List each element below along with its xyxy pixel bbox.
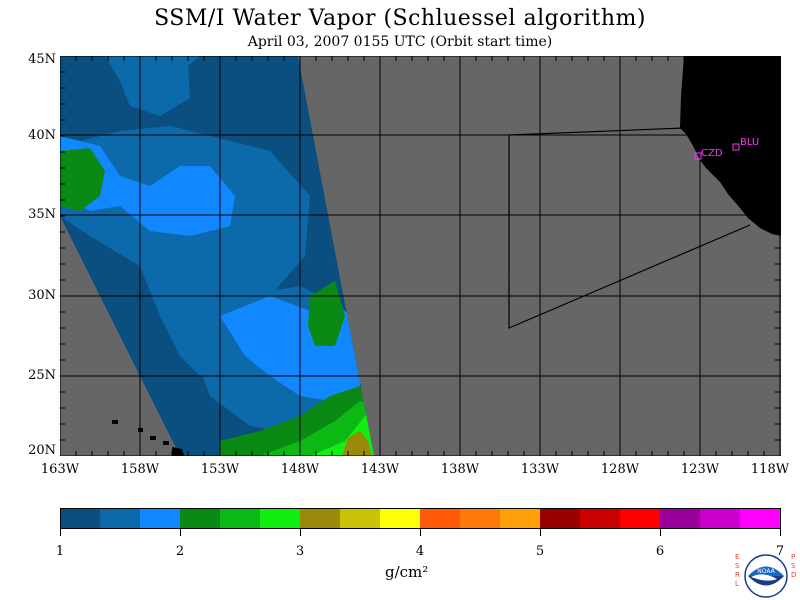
colorbar-ticks — [60, 528, 781, 536]
lon-label-143w: 143W — [360, 462, 400, 477]
lon-label-128w: 128W — [600, 462, 640, 477]
lat-label-30n: 30N — [28, 288, 56, 303]
lon-label-138w: 138W — [440, 462, 480, 477]
noaa-esrl-logo: ESRL NOAA PSD — [735, 553, 797, 599]
map-ticks — [60, 56, 781, 456]
map-subtitle: April 03, 2007 0155 UTC (Orbit start tim… — [247, 34, 553, 50]
station-czd: CZD — [694, 148, 723, 160]
colorbar-swatch — [60, 508, 101, 528]
colorbar-swatch — [660, 508, 701, 528]
lat-label-40n: 40N — [28, 128, 56, 143]
colorbar — [60, 508, 781, 536]
logo-right-text: PSD — [791, 553, 797, 579]
colorbar-swatch — [620, 508, 661, 528]
vapor-region-high-west — [60, 136, 235, 236]
lon-label-123w: 123W — [680, 462, 720, 477]
colorbar-label-5: 5 — [535, 544, 545, 559]
colorbar-units: g/cm² — [385, 563, 429, 581]
north-america-land — [680, 56, 781, 236]
vapor-region-green-dark-south — [220, 281, 374, 456]
lon-label-133w: 133W — [520, 462, 560, 477]
colorbar-swatch — [580, 508, 621, 528]
lon-label-118w: 118W — [750, 462, 790, 477]
map-title: SSM/I Water Vapor (Schluessel algorithm) — [154, 6, 646, 31]
lon-label-148w: 148W — [280, 462, 320, 477]
colorbar-swatch — [180, 508, 221, 528]
colorbar-swatch — [100, 508, 141, 528]
station-blu: BLU — [732, 137, 759, 151]
lat-label-35n: 35N — [28, 207, 56, 222]
colorbar-label-7: 7 — [775, 544, 785, 559]
colorbar-swatch — [300, 508, 341, 528]
station-czd-label: CZD — [701, 148, 723, 159]
colorbar-swatches — [60, 508, 781, 528]
colorbar-swatch — [220, 508, 261, 528]
flight-track — [508, 127, 751, 329]
vapor-region-medium-north — [60, 56, 200, 116]
logo-inner-text: NOAA — [757, 568, 775, 575]
colorbar-label-3: 3 — [295, 544, 305, 559]
water-vapor-map: CZD BLU — [60, 56, 781, 456]
lon-label-163w: 163W — [40, 462, 80, 477]
colorbar-swatch — [380, 508, 421, 528]
lat-label-25n: 25N — [28, 368, 56, 383]
logo-left-text: ESRL — [735, 553, 740, 588]
colorbar-swatch — [740, 508, 781, 528]
colorbar-swatch — [340, 508, 381, 528]
colorbar-label-1: 1 — [55, 544, 65, 559]
lat-label-20n: 20N — [28, 443, 56, 458]
colorbar-swatch — [540, 508, 581, 528]
lon-label-153w: 153W — [200, 462, 240, 477]
colorbar-swatch — [500, 508, 541, 528]
colorbar-swatch — [700, 508, 741, 528]
lon-label-158w: 158W — [120, 462, 160, 477]
colorbar-swatch — [420, 508, 461, 528]
station-blu-label: BLU — [740, 137, 759, 148]
map-grid — [60, 56, 781, 456]
colorbar-label-6: 6 — [655, 544, 665, 559]
colorbar-swatch — [260, 508, 301, 528]
vapor-region-olive-south — [342, 431, 372, 456]
colorbar-swatch — [140, 508, 181, 528]
vapor-region-green-dark-west — [60, 148, 105, 211]
lat-label-45n: 45N — [28, 52, 56, 67]
colorbar-label-2: 2 — [175, 544, 185, 559]
colorbar-label-4: 4 — [415, 544, 425, 559]
colorbar-swatch — [460, 508, 501, 528]
noaa-emblem-icon: NOAA — [744, 554, 788, 598]
